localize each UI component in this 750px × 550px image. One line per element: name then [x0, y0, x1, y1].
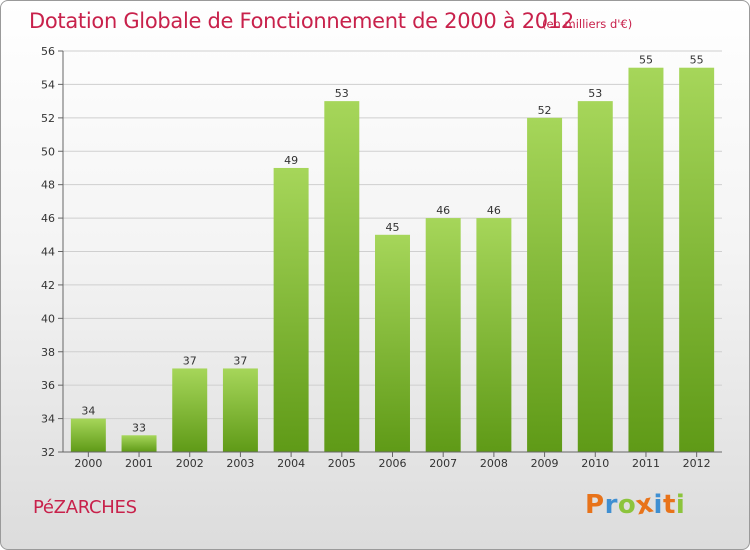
y-tick-label: 50 [41, 145, 55, 158]
bar-2010 [577, 101, 613, 452]
logo-letter: i [653, 490, 663, 520]
y-tick-label: 52 [41, 112, 55, 125]
logo-letter: t [662, 490, 676, 520]
x-tick-label-2001: 2001 [125, 457, 153, 470]
y-tick-label: 56 [41, 45, 55, 58]
bar-2007 [425, 218, 461, 452]
bar-2011 [628, 67, 664, 452]
y-tick-label: 48 [41, 179, 55, 192]
y-tick-label: 32 [41, 446, 55, 459]
y-tick-label: 40 [41, 312, 55, 325]
y-tick-label: 38 [41, 346, 55, 359]
x-tick-label-2008: 2008 [480, 457, 508, 470]
y-tick-label: 54 [41, 78, 55, 91]
x-tick-label-2005: 2005 [328, 457, 356, 470]
y-tick-label: 36 [41, 379, 55, 392]
unit-note: (en milliers d'€) [542, 17, 633, 31]
data-label-2011: 55 [639, 54, 653, 67]
logo-letter: r [604, 490, 618, 520]
data-label-2010: 53 [588, 87, 602, 100]
data-label-2006: 45 [386, 221, 400, 234]
bar-2004 [273, 167, 309, 453]
x-tick-label-2000: 2000 [74, 457, 102, 470]
bar-2009 [527, 117, 563, 452]
x-tick-label-2009: 2009 [531, 457, 559, 470]
data-label-2007: 46 [436, 204, 450, 217]
bar-2012 [679, 67, 715, 452]
y-tick-label: 42 [41, 279, 55, 292]
x-tick-label-2003: 2003 [226, 457, 254, 470]
y-tick-label: 46 [41, 212, 55, 225]
logo-letter: P [585, 490, 605, 520]
logo-letter: o [617, 490, 637, 520]
bar-2008 [476, 218, 512, 452]
logo-letter: i [675, 490, 686, 520]
x-tick-label-2004: 2004 [277, 457, 305, 470]
x-tick-label-2002: 2002 [176, 457, 204, 470]
data-label-2004: 49 [284, 154, 298, 167]
data-label-2002: 37 [183, 354, 197, 367]
x-tick-label-2012: 2012 [683, 457, 711, 470]
bar-2003 [222, 368, 258, 452]
y-tick-label: 44 [41, 246, 55, 259]
data-label-2000: 34 [81, 405, 95, 418]
data-label-2009: 52 [538, 104, 552, 117]
data-label-2001: 33 [132, 421, 146, 434]
y-tick-label: 34 [41, 413, 55, 426]
data-label-2012: 55 [690, 54, 704, 67]
chart-title: Dotation Globale de Fonctionnement de 20… [29, 9, 574, 33]
labels: 32 34 36 38 40 42 44 46 48 50 52 54 56 2000 34 2001 33 20… [41, 45, 711, 470]
x-tick-label-2010: 2010 [581, 457, 609, 470]
bars [70, 67, 715, 453]
x-tick-label-2006: 2006 [379, 457, 407, 470]
bar-2005 [324, 101, 360, 452]
data-label-2003: 37 [233, 354, 247, 367]
proxiti-logo: Proxiti [585, 489, 686, 522]
x-tick-label-2011: 2011 [632, 457, 660, 470]
data-label-2008: 46 [487, 204, 501, 217]
bar-2002 [172, 368, 208, 452]
bar-2000 [70, 418, 106, 452]
axes [58, 50, 722, 457]
data-label-2005: 53 [335, 87, 349, 100]
bar-2001 [121, 435, 157, 452]
x-tick-label-2007: 2007 [429, 457, 457, 470]
bar-2006 [375, 234, 410, 452]
commune-name: PéZARCHES [33, 497, 137, 518]
